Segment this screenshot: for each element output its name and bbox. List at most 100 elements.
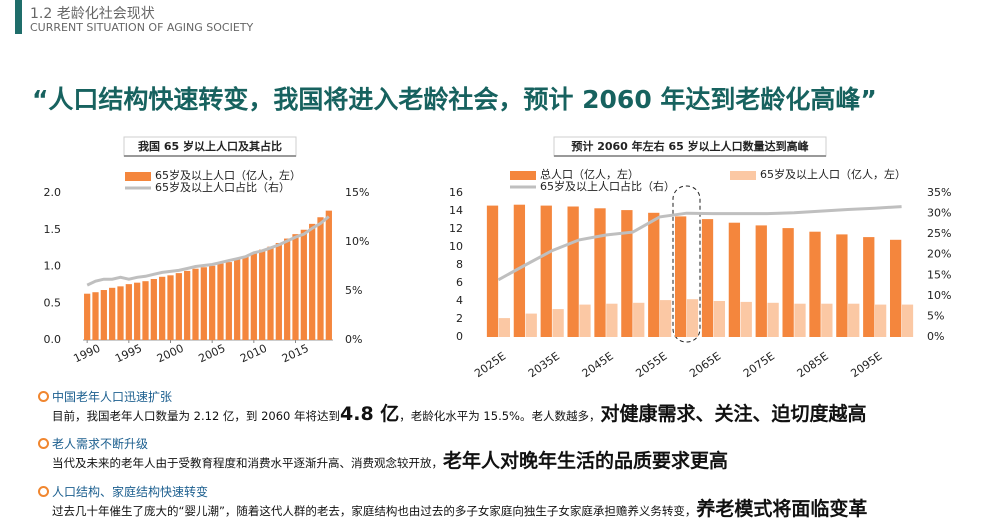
bar: [767, 302, 779, 337]
y2-tick-label: 20%: [927, 248, 951, 261]
y-tick-label: 2.0: [44, 186, 62, 199]
bar: [567, 206, 579, 337]
point-body: 当代及未来的老年人由于受教育程度和消费水平逐渐升高、消费观念较开放，老年人对晚年…: [52, 449, 728, 475]
bar: [250, 252, 257, 340]
y-tick-label: 0.0: [44, 333, 62, 346]
bar: [809, 231, 821, 337]
x-tick-label: 2035E: [526, 350, 562, 380]
bar: [267, 246, 274, 340]
bar: [648, 212, 660, 337]
y-tick-label: 1.5: [44, 223, 62, 236]
bar: [292, 234, 299, 340]
bar: [159, 276, 166, 340]
legend-label: 总人口（亿人，左）: [540, 167, 639, 181]
bar: [134, 282, 141, 340]
y2-tick-label: 5%: [927, 309, 944, 322]
x-tick-label: 2015: [280, 342, 311, 366]
y-tick-label: 1.0: [44, 260, 62, 273]
bar: [863, 237, 875, 337]
legend-swatch: [730, 171, 756, 180]
bar: [659, 300, 672, 337]
bar: [184, 270, 191, 340]
emphasis-text: 4.8 亿: [340, 403, 400, 425]
body-text: 过去几十年催生了庞大的“婴儿潮”，随着这代人群的老去，家庭结构也由过去的多子女家…: [52, 504, 697, 518]
bar: [594, 208, 606, 337]
bar: [275, 242, 282, 340]
y2-tick-label: 10%: [927, 289, 951, 302]
bar: [125, 284, 132, 340]
bar: [889, 239, 902, 337]
bar: [284, 238, 291, 340]
x-tick-label: 2025E: [472, 350, 508, 380]
highlight-ellipse: [672, 185, 701, 343]
y-tick-label: 6: [456, 276, 463, 289]
bullet-icon: [38, 391, 49, 402]
emphasis-text: 老年人对晚年生活的品质要求更高: [443, 450, 729, 472]
x-tick-label: 2000: [155, 342, 186, 366]
bar: [117, 286, 124, 340]
y-tick-label: 0: [456, 330, 463, 343]
x-tick-label: 2055E: [633, 350, 669, 380]
bar: [84, 293, 91, 340]
bar: [486, 205, 499, 337]
y-tick-label: 0.5: [44, 296, 62, 309]
bar: [836, 234, 848, 337]
bar: [225, 262, 232, 340]
y2-tick-label: 15%: [345, 186, 369, 199]
charts: 我国 65 岁以上人口及其占比 0.0 0.5 1.0 1.5 2.0 0% 5% 10% 15%…: [44, 136, 951, 380]
y-tick-label: 10: [449, 240, 463, 253]
y-tick-label: 2: [456, 312, 463, 325]
bar: [242, 256, 249, 340]
bar: [167, 275, 174, 340]
point-heading: 中国老年人口迅速扩张: [52, 390, 173, 404]
point-body: 目前，我国老年人口数量为 2.12 亿，到 2060 年将达到4.8 亿，老龄化…: [52, 402, 866, 428]
body-text: ，老龄化水平为 15.5%。老人数越多，: [399, 409, 601, 423]
point-heading: 老人需求不断升级: [52, 437, 149, 451]
legend-swatch: [510, 171, 536, 180]
bar: [217, 263, 224, 340]
bar: [300, 229, 307, 340]
chart-title: 预计 2060 年左右 65 岁以上人口数量达到高峰: [571, 139, 809, 153]
emphasis-text: 对健康需求、关注、迫切度越高: [600, 403, 867, 425]
bar: [606, 303, 618, 337]
bar: [513, 204, 526, 337]
bar: [713, 301, 726, 337]
bar: [782, 228, 794, 337]
x-tick-label: 2065E: [687, 350, 723, 380]
bar: [317, 217, 324, 340]
bar: [686, 299, 699, 337]
line-series: [497, 205, 902, 282]
bar: [498, 318, 511, 337]
bar: [100, 290, 107, 340]
y2-tick-label: 35%: [927, 186, 951, 199]
bar: [525, 313, 537, 337]
bar: [901, 304, 914, 337]
y-tick-label: 4: [456, 294, 463, 307]
headline: “人口结构快速转变，我国将进入老龄社会，预计 2060 年达到老龄化高峰”: [32, 85, 877, 114]
legend-label: 65岁及以上人口（亿人，左）: [155, 168, 301, 182]
bar: [259, 249, 266, 340]
x-tick-label: 1995: [113, 342, 144, 366]
bar: [794, 303, 806, 337]
body-text: 当代及未来的老年人由于受教育程度和消费水平逐渐升高、消费观念较开放，: [52, 456, 443, 470]
x-tick-label: 1990: [72, 342, 103, 366]
y2-tick-label: 0%: [345, 333, 362, 346]
y2-tick-label: 30%: [927, 207, 951, 220]
x-tick-label: 2010: [238, 342, 269, 366]
bar: [821, 303, 833, 337]
y-tick-label: 12: [449, 222, 463, 235]
x-tick-label: 2085E: [795, 350, 831, 380]
bar: [701, 219, 714, 337]
chart-title: 我国 65 岁以上人口及其占比: [138, 139, 282, 153]
bar: [740, 301, 752, 337]
legend-label: 65岁及以上人口（亿人，左）: [760, 167, 906, 181]
accent-bar: [15, 0, 22, 34]
bar: [552, 309, 564, 337]
bar: [234, 259, 241, 340]
body-text: 目前，我国老年人口数量为 2.12 亿，到 2060 年将达到: [52, 409, 340, 423]
bar: [109, 287, 116, 340]
bullet-icon: [38, 486, 49, 497]
y-tick-label: 14: [449, 204, 463, 217]
legend-swatch: [125, 172, 151, 181]
